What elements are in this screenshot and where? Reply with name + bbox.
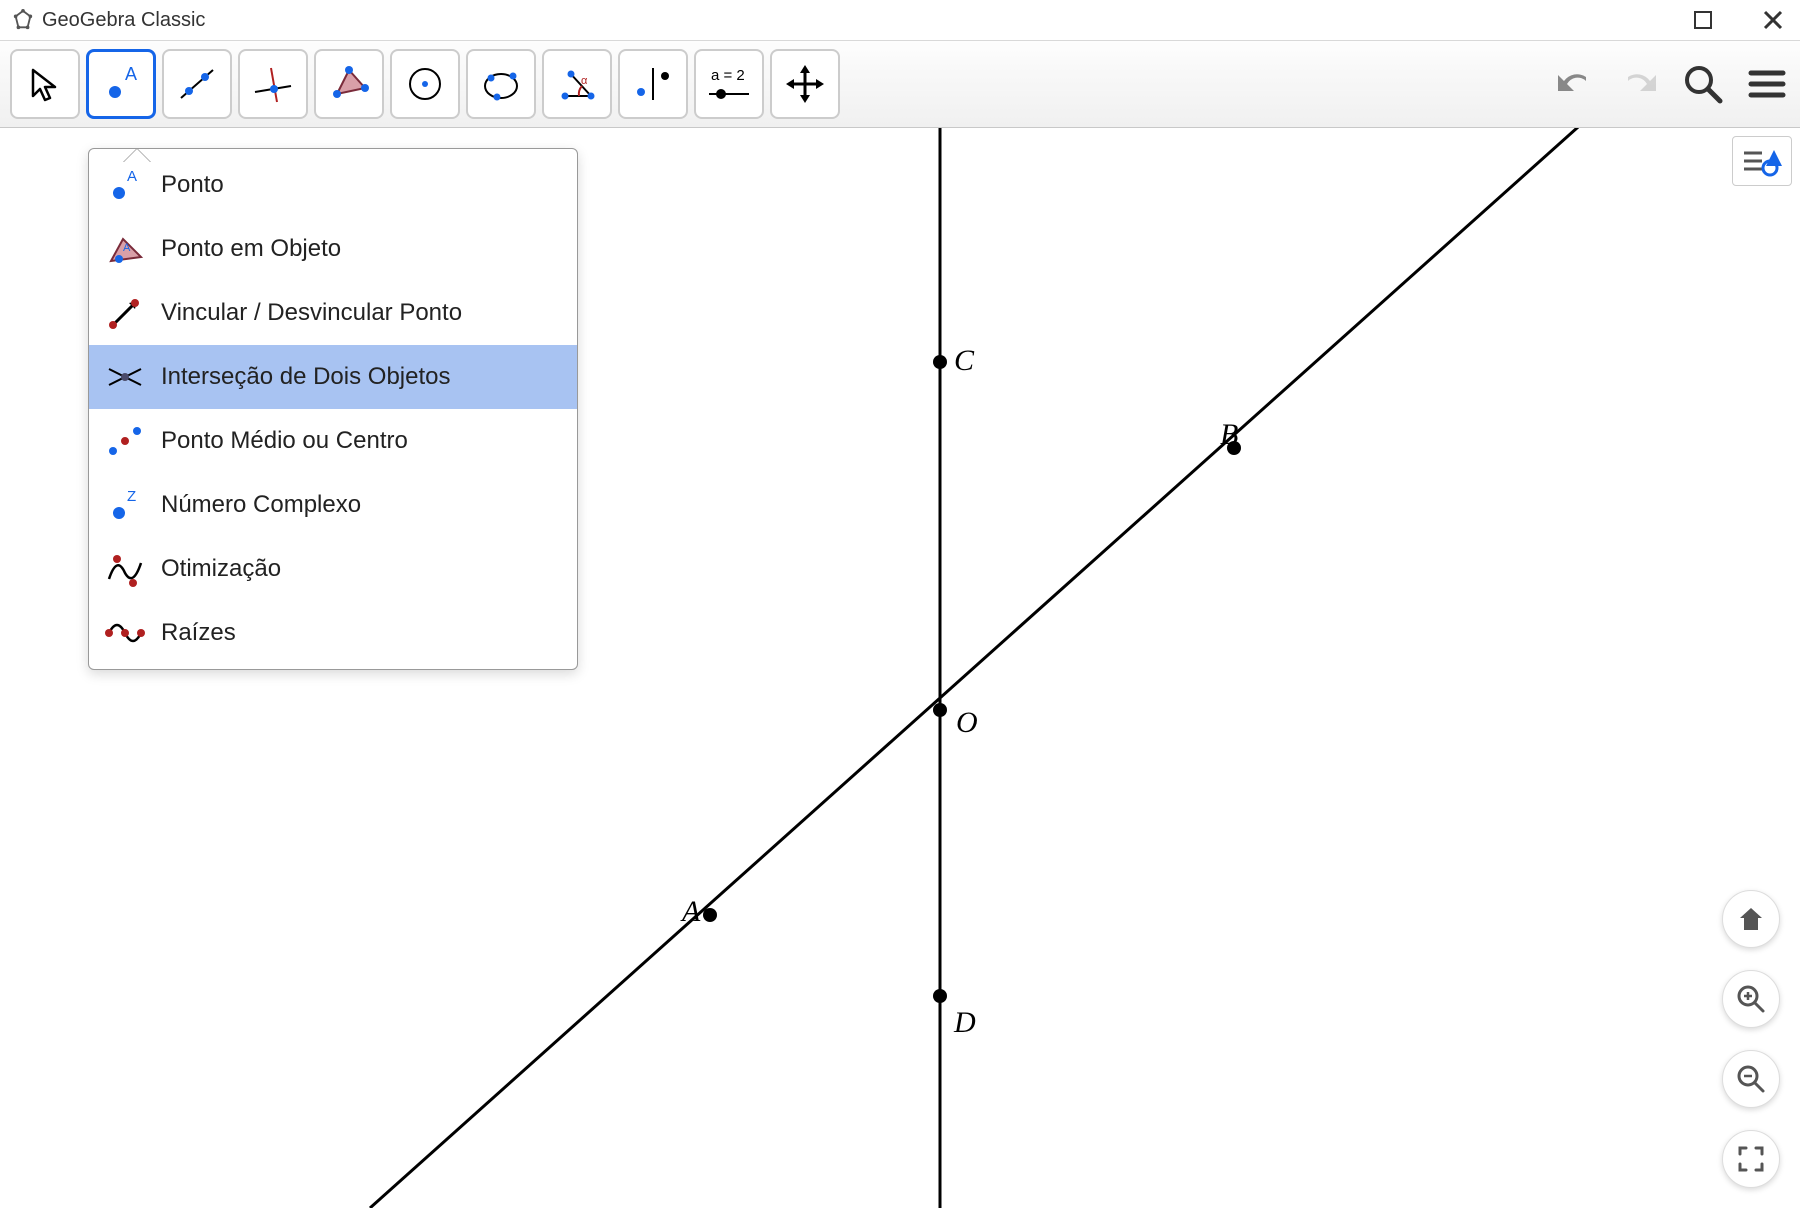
perpendicular-tool[interactable] [238,49,308,119]
point-label-D: D [954,1006,976,1040]
polygon-tool[interactable] [314,49,384,119]
dropdown-item-label: Vincular / Desvincular Ponto [161,299,462,327]
svg-text:Z: Z [127,488,136,505]
undo-button[interactable] [1552,61,1598,107]
redo-button[interactable] [1616,61,1662,107]
point-label-B: B [1220,418,1238,452]
dropdown-item-intersect[interactable]: Interseção de Dois Objetos [89,345,577,409]
titlebar-left: GeoGebra Classic [12,9,205,32]
app-title: GeoGebra Classic [42,9,205,32]
midpoint-icon [103,419,147,463]
dropdown-item-midpoint[interactable]: Ponto Médio ou Centro [89,409,577,473]
dropdown-item-label: Raízes [161,619,236,647]
zoom-in-button[interactable] [1722,970,1780,1028]
fullscreen-button[interactable] [1722,1130,1780,1188]
move-view-tool[interactable] [770,49,840,119]
point-label-O: O [956,706,978,740]
dropdown-item-extremum[interactable]: Otimização [89,537,577,601]
svg-text:A: A [127,168,137,185]
dropdown-item-label: Otimização [161,555,281,583]
point-label-C: C [954,344,974,378]
dropdown-item-label: Número Complexo [161,491,361,519]
dropdown-item-label: Ponto [161,171,224,199]
extremum-icon [103,547,147,591]
attach-icon [103,291,147,335]
point-tool[interactable]: A [86,49,156,119]
home-button[interactable] [1722,890,1780,948]
line-tool[interactable] [162,49,232,119]
zoom-out-button[interactable] [1722,1050,1780,1108]
style-bar-toggle[interactable] [1732,136,1792,186]
maximize-button[interactable] [1688,5,1718,35]
ellipse-tool[interactable] [466,49,536,119]
move-tool[interactable] [10,49,80,119]
svg-text:A: A [125,64,137,84]
dropdown-item-complex[interactable]: Z Número Complexo [89,473,577,537]
intersect-icon [103,355,147,399]
dropdown-item-label: Ponto em Objeto [161,235,341,263]
app-logo-icon [12,9,34,31]
dropdown-item-label: Interseção de Dois Objetos [161,363,451,391]
point-label-A: A [682,895,700,929]
point-D[interactable] [933,989,947,1003]
svg-text:a = 2: a = 2 [711,67,745,84]
window-controls [1688,5,1788,35]
roots-icon [103,611,147,655]
point-icon: A [103,163,147,207]
menu-button[interactable] [1744,61,1790,107]
angle-tool[interactable]: α [542,49,612,119]
close-button[interactable] [1758,5,1788,35]
reflect-tool[interactable] [618,49,688,119]
circle-tool[interactable] [390,49,460,119]
point-on-object-icon: A [103,227,147,271]
slider-tool[interactable]: a = 2 [694,49,764,119]
complex-icon: Z [103,483,147,527]
point-O[interactable] [933,703,947,717]
point-A[interactable] [703,908,717,922]
point-tool-dropdown: A Ponto A Ponto em Objeto Vincular / Desvinc… [88,148,578,670]
svg-text:A: A [123,242,131,254]
tool-group: A α a = 2 [10,49,840,119]
dropdown-item-point-on-object[interactable]: A Ponto em Objeto [89,217,577,281]
svg-text:α: α [581,75,588,87]
dropdown-item-attach[interactable]: Vincular / Desvincular Ponto [89,281,577,345]
main-toolbar: A α a = 2 [0,40,1800,128]
point-C[interactable] [933,355,947,369]
dropdown-item-roots[interactable]: Raízes [89,601,577,665]
dropdown-item-label: Ponto Médio ou Centro [161,427,408,455]
view-controls [1722,890,1780,1188]
search-button[interactable] [1680,61,1726,107]
titlebar: GeoGebra Classic [0,0,1800,40]
toolbar-right [1552,61,1790,107]
dropdown-item-point[interactable]: A Ponto [89,153,577,217]
